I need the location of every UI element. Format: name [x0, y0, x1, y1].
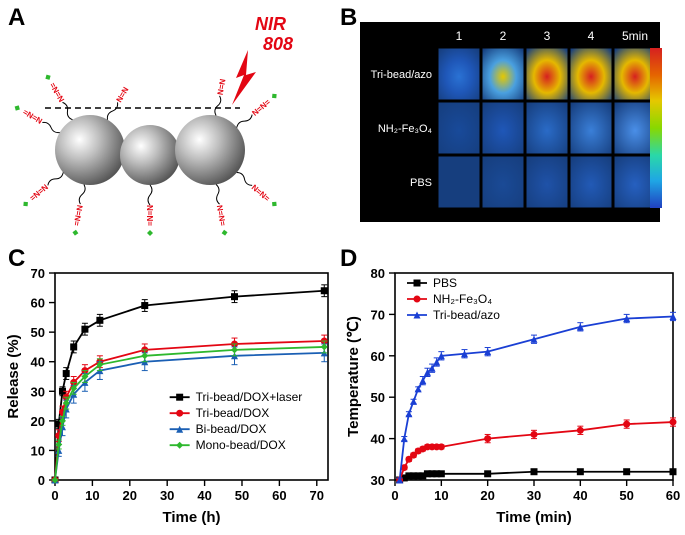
svg-text:N=N: N=N — [216, 78, 228, 96]
svg-text:0: 0 — [51, 488, 58, 503]
svg-text:30: 30 — [527, 488, 541, 503]
svg-text:40: 40 — [573, 488, 587, 503]
svg-text:3: 3 — [544, 29, 551, 43]
svg-text:Tri-bead/DOX: Tri-bead/DOX — [196, 406, 270, 420]
svg-text:Tri-bead/azo: Tri-bead/azo — [371, 69, 432, 81]
svg-text:Mono-bead/DOX: Mono-bead/DOX — [196, 438, 286, 452]
svg-text:50: 50 — [371, 390, 385, 405]
svg-text:5min: 5min — [622, 29, 648, 43]
svg-text:20: 20 — [31, 414, 45, 429]
svg-text:55℃: 55℃ — [665, 47, 685, 59]
svg-text:20: 20 — [480, 488, 494, 503]
svg-text:10: 10 — [85, 488, 99, 503]
svg-text:70: 70 — [31, 266, 45, 281]
svg-text:30: 30 — [31, 384, 45, 399]
panel-c: C 0 10 20 30 40 50 60 70 0 10 20 30 40 50 60 70 Time (h)… — [0, 245, 340, 530]
svg-text:0: 0 — [38, 473, 45, 488]
panel-a-label: A — [8, 4, 25, 32]
nir-808-label: 808 — [263, 34, 293, 54]
svg-text:PBS: PBS — [410, 177, 432, 189]
panel-c-chart: 0 10 20 30 40 50 60 70 0 10 20 30 40 50 60 70 Time (h) Re… — [0, 245, 340, 530]
svg-text:Temperature (℃): Temperature (℃) — [345, 316, 362, 437]
svg-text:60: 60 — [272, 488, 286, 503]
svg-text:N=N=: N=N= — [250, 97, 272, 118]
panel-d-chart: 0 10 20 30 40 50 60 30 40 50 60 70 80 Time (min) Tempe… — [340, 245, 685, 530]
panel-a-schematic: NIR 808 N=N= N=N= N=N= N=N= N=N N=N — [0, 0, 340, 240]
svg-text:50: 50 — [235, 488, 249, 503]
svg-text:70: 70 — [310, 488, 324, 503]
panel-b-heatmap: 1 2 3 4 5min Tri-bead/azo NH₂-Fe₃O₄ PBS 55℃ 26℃ — [340, 0, 685, 240]
svg-text:Bi-bead/DOX: Bi-bead/DOX — [196, 422, 267, 436]
svg-text:30: 30 — [371, 473, 385, 488]
sphere-1 — [55, 115, 125, 185]
svg-text:40: 40 — [197, 488, 211, 503]
svg-text:N=N=: N=N= — [72, 204, 85, 226]
svg-text:80: 80 — [371, 266, 385, 281]
svg-text:2: 2 — [500, 29, 507, 43]
svg-text:N=N=: N=N= — [250, 183, 272, 204]
svg-text:1: 1 — [456, 29, 463, 43]
svg-text:50: 50 — [31, 325, 45, 340]
svg-text:Time (h): Time (h) — [162, 509, 220, 526]
svg-text:Release (%): Release (%) — [5, 334, 22, 418]
svg-text:60: 60 — [31, 296, 45, 311]
sphere-3 — [175, 115, 245, 185]
svg-text:Tri-bead/azo: Tri-bead/azo — [433, 308, 500, 322]
figure-container: A NIR 808 N=N — [0, 0, 685, 532]
svg-text:10: 10 — [31, 443, 45, 458]
svg-text:20: 20 — [123, 488, 137, 503]
svg-text:NH₂-Fe₃O₄: NH₂-Fe₃O₄ — [378, 123, 433, 135]
svg-text:10: 10 — [434, 488, 448, 503]
svg-text:PBS: PBS — [433, 276, 457, 290]
svg-text:60: 60 — [666, 488, 680, 503]
svg-text:N=N=: N=N= — [21, 107, 44, 125]
svg-text:N=N=: N=N= — [145, 205, 154, 226]
svg-text:N=N=: N=N= — [48, 81, 66, 104]
svg-text:50: 50 — [619, 488, 633, 503]
svg-text:26℃: 26℃ — [665, 199, 685, 211]
panel-c-label: C — [8, 245, 25, 273]
svg-text:30: 30 — [160, 488, 174, 503]
svg-text:Tri-bead/DOX+laser: Tri-bead/DOX+laser — [196, 390, 303, 404]
svg-text:70: 70 — [371, 307, 385, 322]
panel-b-label: B — [340, 4, 357, 32]
svg-text:NH₂-Fe₃O₄: NH₂-Fe₃O₄ — [433, 292, 492, 306]
panel-d-label: D — [340, 245, 357, 273]
svg-text:N=N=: N=N= — [215, 204, 228, 226]
panel-b: B 1 2 3 4 5min Tri-bead/azo NH₂-Fe₃O₄ PBS 55℃ 26℃ — [340, 0, 685, 240]
svg-text:0: 0 — [391, 488, 398, 503]
svg-text:40: 40 — [31, 355, 45, 370]
sphere-2 — [120, 125, 180, 185]
nir-label: NIR — [255, 14, 286, 34]
svg-text:40: 40 — [371, 432, 385, 447]
lightning-icon — [232, 50, 256, 105]
panel-a: A NIR 808 N=N — [0, 0, 340, 240]
svg-text:N=N=: N=N= — [28, 182, 50, 203]
svg-text:N=N: N=N — [115, 85, 131, 104]
svg-text:4: 4 — [588, 29, 595, 43]
svg-text:60: 60 — [371, 349, 385, 364]
panel-d: D 0 10 20 30 40 50 60 30 40 50 60 70 80 Time (min) Tem… — [340, 245, 685, 530]
svg-text:Time (min): Time (min) — [496, 509, 572, 526]
